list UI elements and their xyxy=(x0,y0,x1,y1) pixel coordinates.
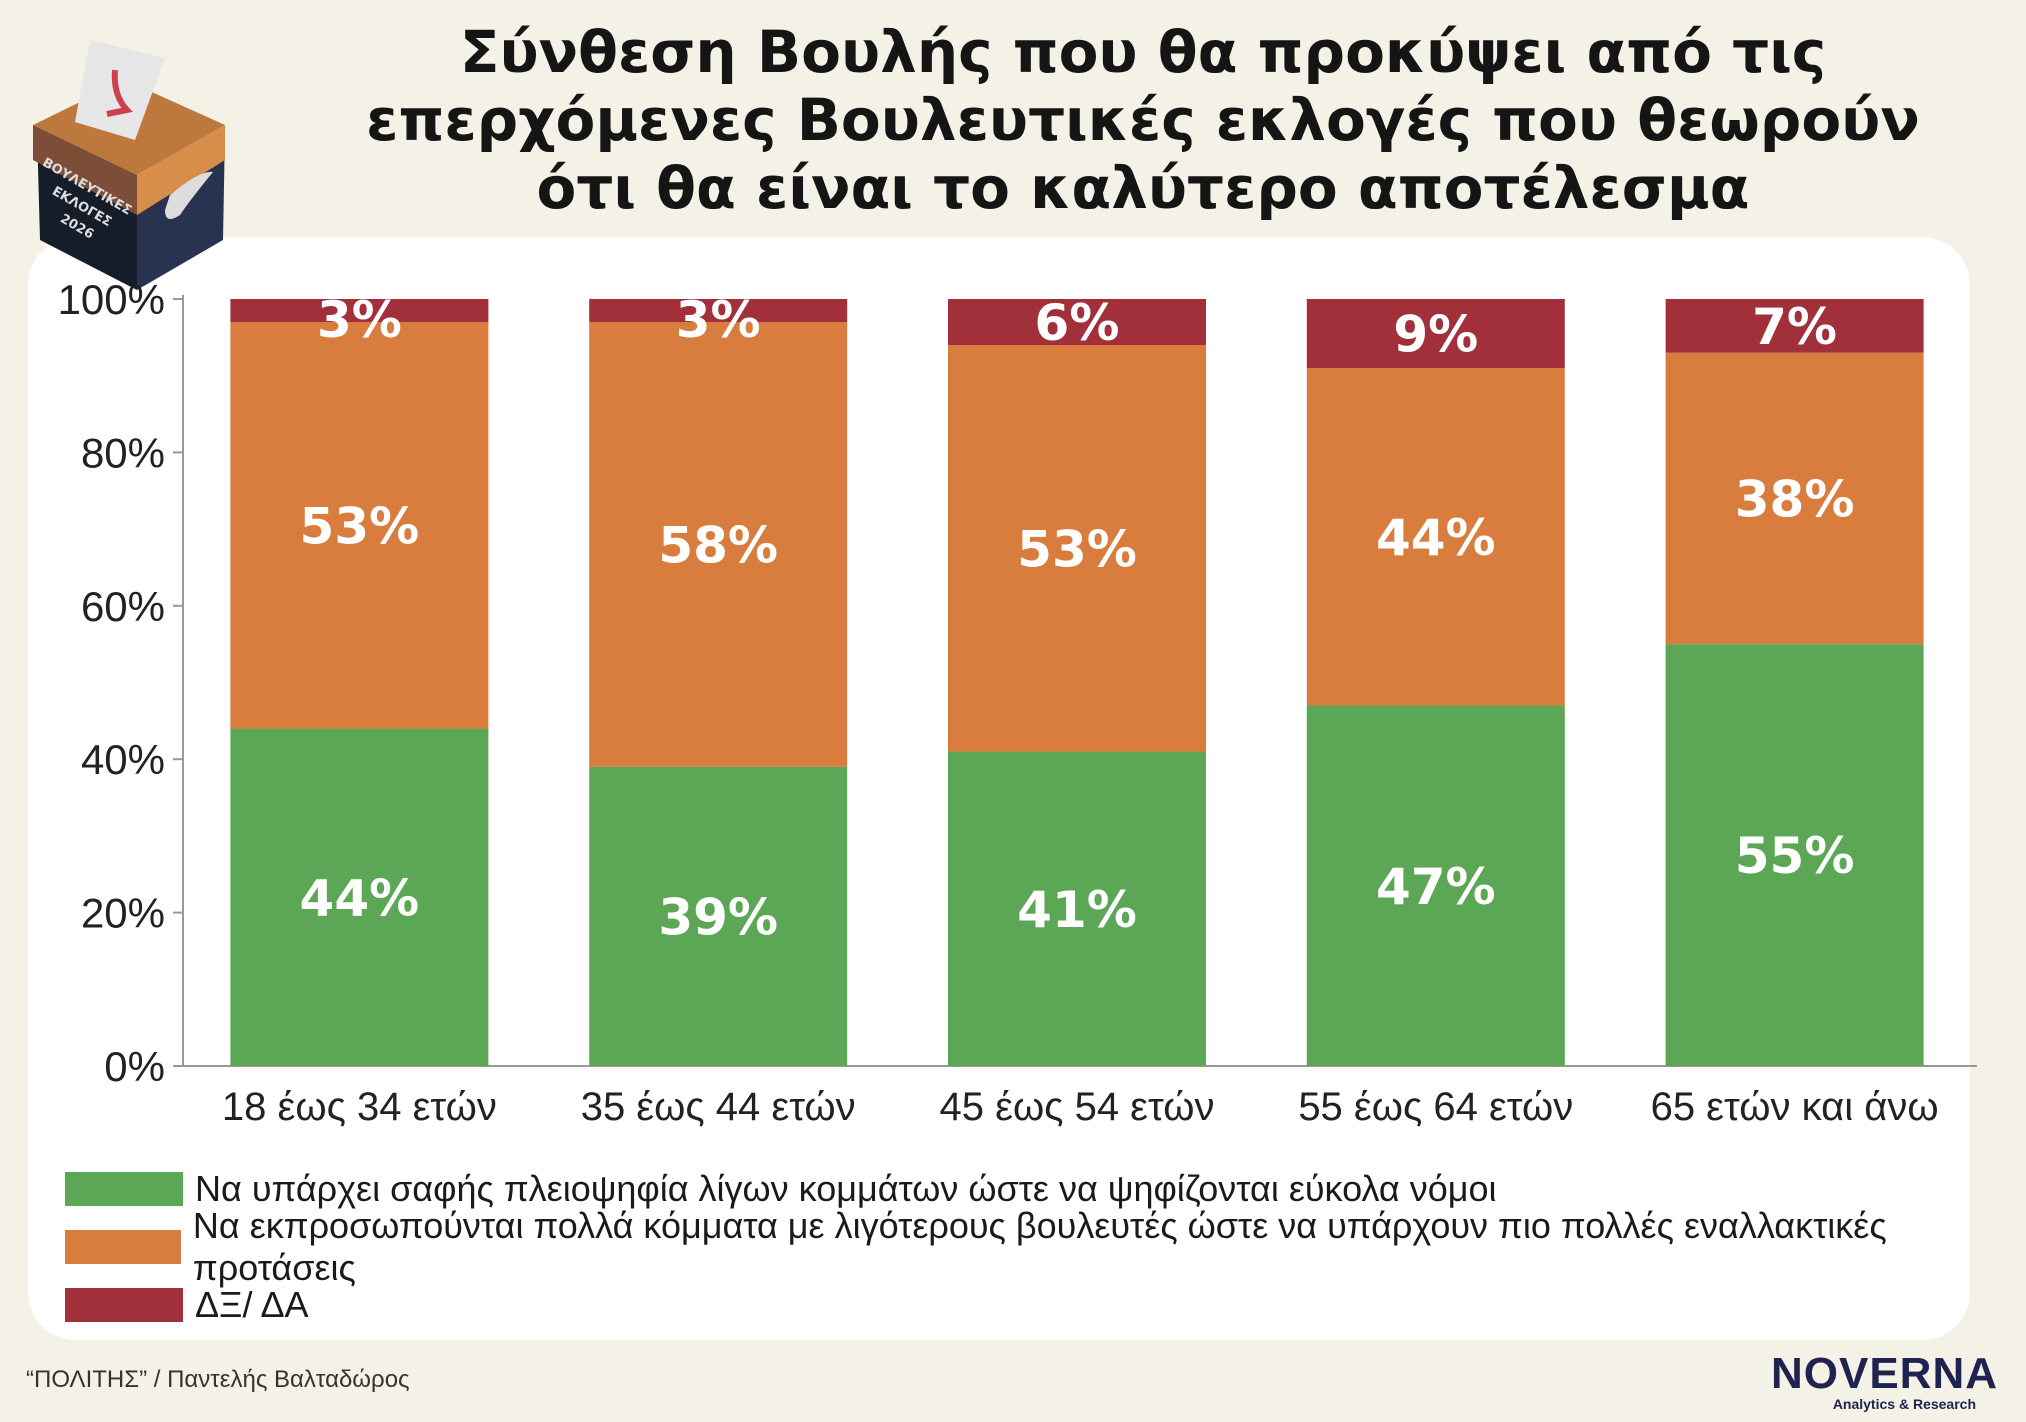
x-tick-label: 35 έως 44 ετών xyxy=(581,1085,856,1129)
legend-item: Να εκπροσωπούνται πολλά κόμματα με λιγότ… xyxy=(65,1205,2026,1288)
bar-segment xyxy=(948,299,1206,346)
bar-segment xyxy=(1665,299,1924,353)
title-line: επερχόμενες Βουλευτικές εκλογές που θεωρ… xyxy=(366,86,1920,154)
data-label: 55% xyxy=(1735,827,1855,885)
data-label: 53% xyxy=(1017,520,1137,578)
data-label: 44% xyxy=(1376,509,1496,567)
legend-swatch xyxy=(65,1172,183,1206)
data-label: 38% xyxy=(1735,470,1855,528)
y-tick-label: 60% xyxy=(81,583,165,630)
logo-name: NOVERNA xyxy=(1770,1349,1998,1398)
bar-segment xyxy=(1665,352,1924,645)
x-tick-label: 65 ετών και άνω xyxy=(1651,1085,1939,1129)
y-tick-label: 80% xyxy=(81,429,165,476)
x-tick-label: 55 έως 64 ετών xyxy=(1298,1085,1573,1129)
data-label: 44% xyxy=(300,869,420,927)
bar-segment xyxy=(230,322,489,729)
bar-segment xyxy=(948,751,1206,1066)
bar-segment xyxy=(589,322,848,767)
title-line: ότι θα είναι το καλύτερο αποτέλεσμα xyxy=(536,154,1750,222)
y-tick-label: 40% xyxy=(81,736,165,783)
bar-segment xyxy=(589,299,848,323)
legend-label: Να υπάρχει σαφής πλειοψηφία λίγων κομμάτ… xyxy=(195,1168,1497,1209)
data-label: 47% xyxy=(1376,858,1496,916)
data-label: 3% xyxy=(676,291,761,349)
data-label: 3% xyxy=(317,291,402,349)
bar-segment xyxy=(230,299,489,323)
title-line: Σύνθεση Βουλής που θα προκύψει από τις xyxy=(459,18,1827,86)
bar-segment xyxy=(589,766,848,1066)
noverna-logo: NOVERNA Analytics & Research xyxy=(1770,1349,1998,1413)
legend-item: ΔΞ/ ΔΑ xyxy=(65,1276,2026,1334)
source-credit: “ΠΟΛΙΤΗΣ” / Παντελής Βαλταδώρος xyxy=(26,1366,410,1393)
bar-segment xyxy=(948,345,1206,752)
bar-segment xyxy=(1306,705,1565,1066)
legend-swatch xyxy=(65,1288,183,1322)
ballot-box-icon: ΒΟΥΛΕΥΤΙΚΕΣ ΕΚΛΟΓΕΣ 2026 xyxy=(33,40,225,290)
legend-label: ΔΞ/ ΔΑ xyxy=(195,1284,309,1325)
legend-swatch xyxy=(65,1230,181,1264)
y-tick-label: 100% xyxy=(58,276,165,323)
logo-tagline: Analytics & Research xyxy=(1832,1396,1976,1412)
data-label: 6% xyxy=(1035,294,1120,352)
data-label: 9% xyxy=(1393,306,1478,364)
bar-segment xyxy=(230,728,489,1066)
stacked-bar-chart: 0% 20% 40% 60% 80% 100% 44% 53% 3% 18 έως 34 ετών… xyxy=(58,276,1977,1129)
x-tick-label: 18 έως 34 ετών xyxy=(222,1085,497,1129)
data-label: 58% xyxy=(658,516,778,574)
data-label: 7% xyxy=(1752,298,1837,356)
legend-label: Να εκπροσωπούνται πολλά κόμματα με λιγότ… xyxy=(192,1205,1887,1288)
y-tick-label: 20% xyxy=(81,890,165,937)
legend: Να υπάρχει σαφής πλειοψηφία λίγων κομμάτ… xyxy=(65,1160,2026,1334)
data-label: 53% xyxy=(300,497,420,555)
data-label: 39% xyxy=(658,888,778,946)
chart-title: Σύνθεση Βουλής που θα προκύψει από τις ε… xyxy=(300,18,1986,222)
legend-item: Να υπάρχει σαφής πλειοψηφία λίγων κομμάτ… xyxy=(65,1160,2026,1218)
y-tick-label: 0% xyxy=(104,1043,165,1090)
data-label: 41% xyxy=(1017,881,1137,939)
x-tick-label: 45 έως 54 ετών xyxy=(940,1085,1215,1129)
bar-segment xyxy=(1306,368,1565,706)
bar-segment xyxy=(1665,644,1924,1066)
bar-segment xyxy=(1306,299,1565,369)
